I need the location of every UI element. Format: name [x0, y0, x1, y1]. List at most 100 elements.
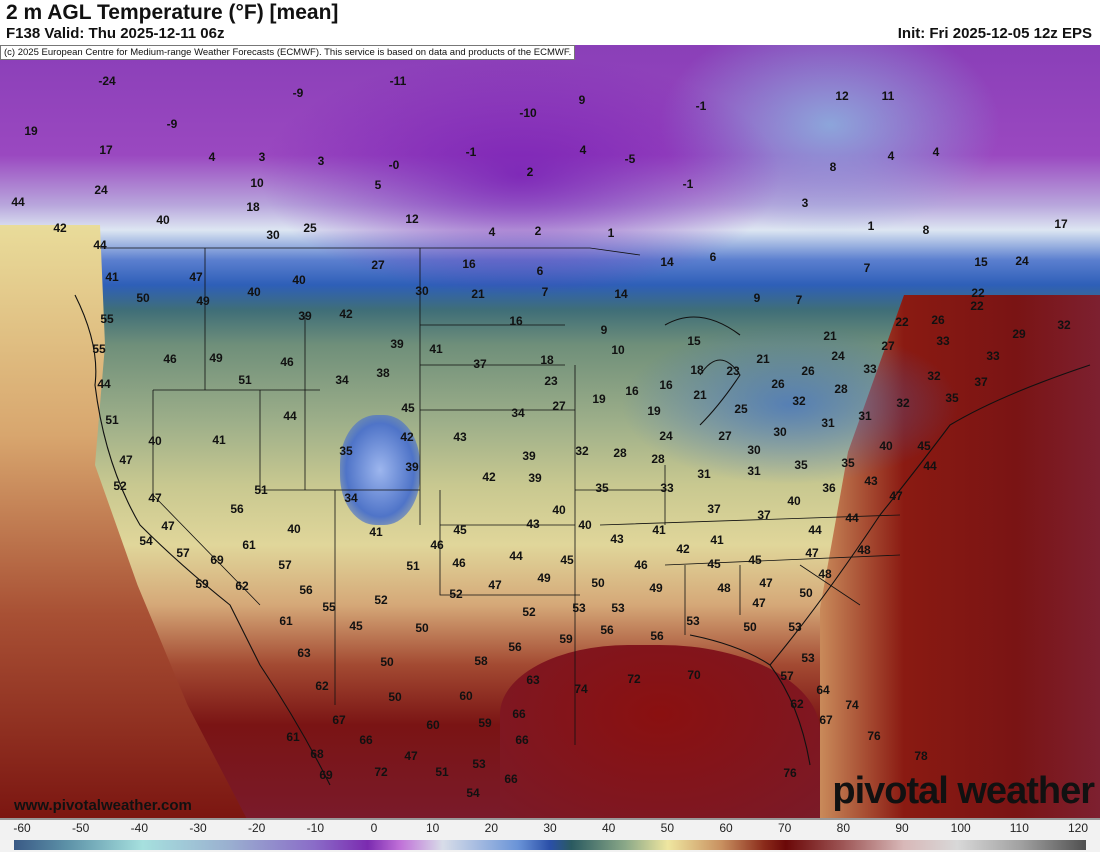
temperature-value-label: 17 [1054, 217, 1068, 231]
temperature-value-label: 6 [536, 264, 544, 278]
temperature-value-label: 53 [611, 601, 625, 615]
temperature-value-label: 76 [867, 729, 881, 743]
temperature-value-label: 57 [176, 546, 190, 560]
temperature-value-label: 55 [322, 600, 336, 614]
temperature-value-label: -9 [292, 86, 304, 100]
temperature-value-label: 59 [559, 632, 573, 646]
temperature-value-label: 47 [119, 453, 133, 467]
temperature-value-label: 59 [478, 716, 492, 730]
temperature-value-label: 63 [526, 673, 540, 687]
temperature-value-label: 4 [932, 145, 940, 159]
temperature-value-label: 72 [627, 672, 641, 686]
temperature-value-label: 48 [857, 543, 871, 557]
temperature-value-label: 56 [299, 583, 313, 597]
colorbar-tick-label: -20 [247, 821, 266, 835]
temperature-value-label: 50 [591, 576, 605, 590]
temperature-value-label: 74 [845, 698, 859, 712]
temperature-value-label: 53 [801, 651, 815, 665]
temperature-value-label: 9 [600, 323, 608, 337]
temperature-value-label: 43 [453, 430, 467, 444]
temperature-value-label: 62 [315, 679, 329, 693]
temperature-value-label: 5 [374, 178, 382, 192]
chart-title: 2 m AGL Temperature (°F) [mean] [6, 1, 339, 24]
temperature-value-label: 21 [823, 329, 837, 343]
temperature-value-label: 19 [592, 392, 606, 406]
temperature-value-label: 35 [841, 456, 855, 470]
temperature-value-label: 52 [449, 587, 463, 601]
colorbar-tick-label: 120 [1067, 821, 1089, 835]
temperature-value-label: -5 [624, 152, 636, 166]
temperature-value-label: 3 [317, 154, 325, 168]
colorbar-tick-label: 90 [895, 821, 909, 835]
temperature-value-label: 60 [426, 718, 440, 732]
temperature-value-label: 47 [889, 489, 903, 503]
temperature-value-label: 51 [238, 373, 252, 387]
temperature-value-label: 50 [380, 655, 394, 669]
temperature-value-label: 23 [726, 364, 740, 378]
temperature-value-label: 51 [254, 483, 268, 497]
temperature-value-label: 44 [283, 409, 297, 423]
temperature-value-label: 7 [795, 293, 803, 307]
temperature-value-label: 41 [652, 523, 666, 537]
temperature-value-label: 45 [560, 553, 574, 567]
temperature-value-label: 66 [504, 772, 518, 786]
init-time: Init: Fri 2025-12-05 12z EPS [897, 25, 1092, 42]
temperature-value-label: 42 [400, 430, 414, 444]
temperature-value-label: 56 [600, 623, 614, 637]
temperature-value-label: 40 [578, 518, 592, 532]
temperature-value-label: 54 [466, 786, 480, 800]
temperature-value-label: 67 [819, 713, 833, 727]
temperature-value-label: 63 [297, 646, 311, 660]
temperature-value-label: 18 [690, 363, 704, 377]
temperature-value-label: 35 [794, 458, 808, 472]
temperature-value-label: 41 [369, 525, 383, 539]
temperature-value-label: 6 [709, 250, 717, 264]
colorbar-tick-label: -10 [306, 821, 324, 835]
temperature-value-label: 43 [526, 517, 540, 531]
temperature-value-label: 24 [831, 349, 845, 363]
temperature-value-label: 7 [541, 285, 549, 299]
temperature-value-label: 44 [509, 549, 523, 563]
temperature-value-label: 22 [895, 315, 909, 329]
temperature-value-label: 61 [286, 730, 300, 744]
temperature-value-label: 29 [1012, 327, 1026, 341]
temperature-value-label: 41 [429, 342, 443, 356]
temperature-value-label: 22 [970, 299, 984, 313]
temperature-value-label: 66 [359, 733, 373, 747]
temperature-value-label: 45 [401, 401, 415, 415]
temperature-value-label: 27 [881, 339, 895, 353]
temperature-value-label: 50 [388, 690, 402, 704]
temperature-value-label: 12 [835, 89, 849, 103]
temperature-value-label: 52 [522, 605, 536, 619]
temperature-value-label: 33 [986, 349, 1000, 363]
colorbar: -60 -50 -40 -30 -20 -10 0 10 20 30 40 50 60 70 80 90 100… [0, 818, 1100, 852]
temperature-value-label: 56 [650, 629, 664, 643]
temperature-value-label: 50 [136, 291, 150, 305]
temperature-value-label: 19 [24, 124, 38, 138]
colorbar-tick-label: 80 [836, 821, 851, 835]
temperature-value-label: 39 [405, 460, 419, 474]
temperature-value-label: 35 [339, 444, 353, 458]
temperature-value-label: 53 [788, 620, 802, 634]
temperature-value-label: 37 [974, 375, 988, 389]
website-url[interactable]: www.pivotalweather.com [14, 797, 192, 814]
temperature-value-label: 37 [473, 357, 487, 371]
temperature-value-label: 46 [280, 355, 294, 369]
temperature-value-label: 39 [298, 309, 312, 323]
temperature-value-label: 8 [922, 223, 930, 237]
temperature-value-label: 37 [757, 508, 771, 522]
temperature-value-label: 24 [659, 429, 673, 443]
temperature-value-label: 69 [319, 768, 333, 782]
temperature-value-label: 18 [246, 200, 260, 214]
temperature-value-label: 46 [452, 556, 466, 570]
temperature-value-label: 47 [189, 270, 203, 284]
colorbar-tick-label: 10 [425, 821, 440, 835]
colorbar-tick-label: 20 [484, 821, 499, 835]
temperature-value-label: 35 [945, 391, 959, 405]
temperature-value-label: 28 [651, 452, 665, 466]
temperature-value-label: 40 [292, 273, 306, 287]
temperature-value-label: 19 [647, 404, 661, 418]
temperature-value-label: 16 [625, 384, 639, 398]
temperature-value-label: 56 [508, 640, 522, 654]
colorbar-tick-label: 40 [601, 821, 616, 835]
